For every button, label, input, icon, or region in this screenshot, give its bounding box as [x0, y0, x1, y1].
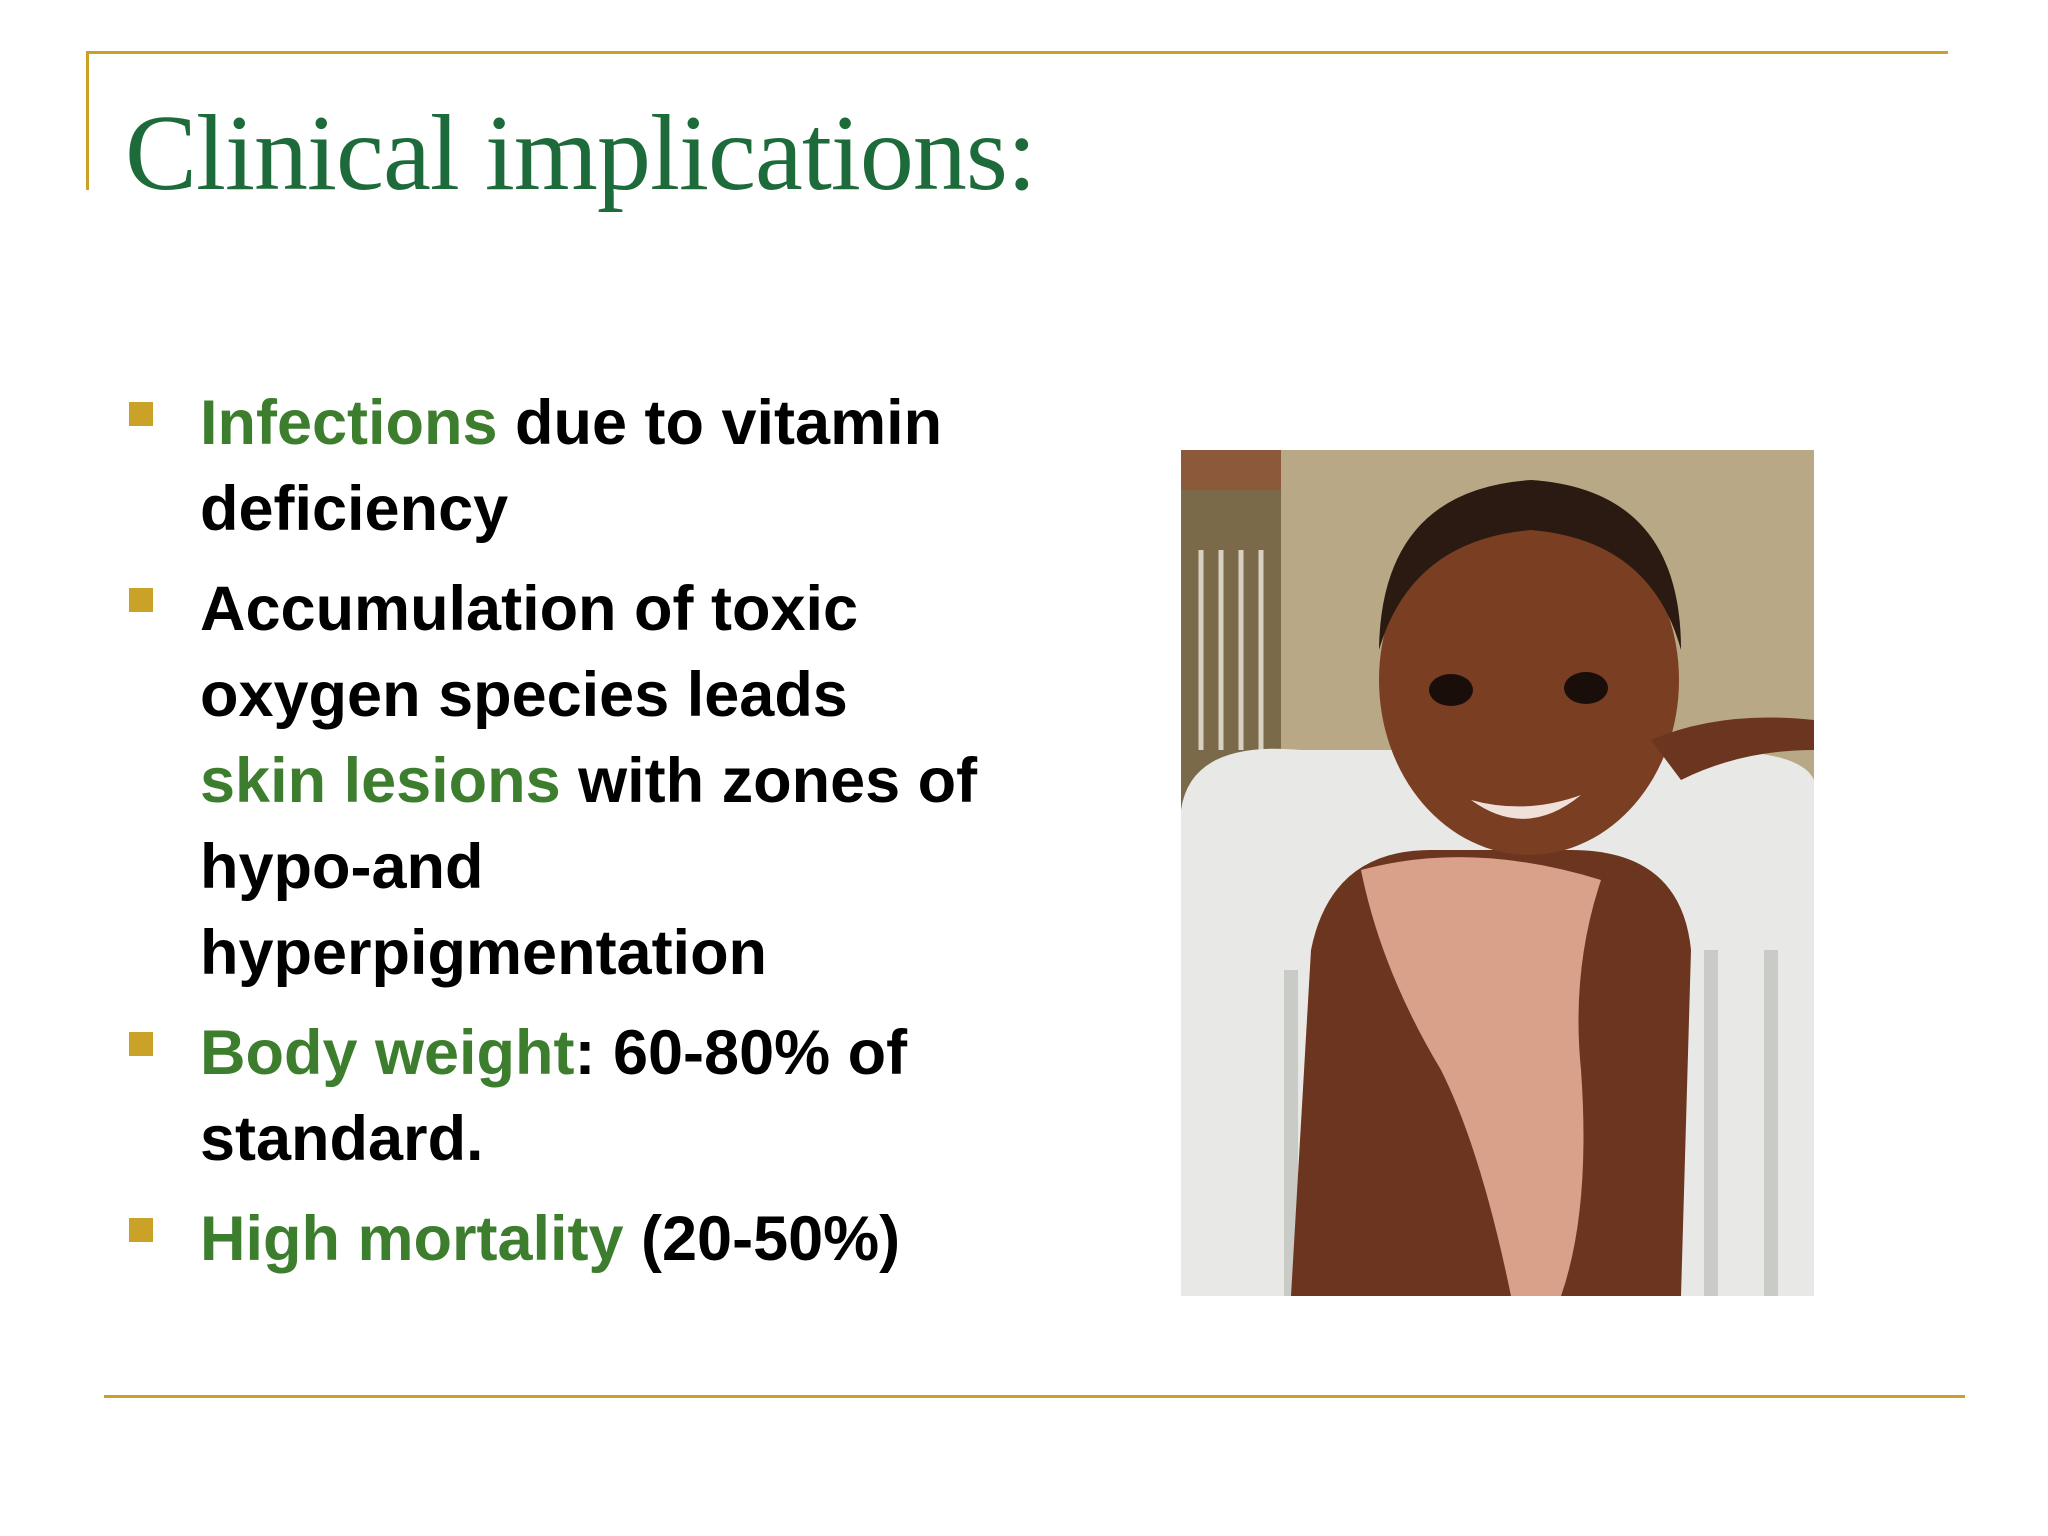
- text-run: skin lesions: [200, 746, 561, 816]
- text-run: High mortality: [200, 1204, 624, 1274]
- left-rule: [86, 51, 89, 190]
- bullet-marker: [129, 1032, 153, 1056]
- photo: [1181, 450, 1814, 1296]
- bullet-text: High mortality (20-50%): [200, 1196, 990, 1282]
- bullet-item: Accumulation of toxic oxygen species lea…: [120, 566, 1000, 996]
- bullet-text: Body weight: 60-80% of standard.: [200, 1010, 990, 1182]
- bullet-text: Infections due to vitamin deficiency: [200, 380, 990, 552]
- slide-title: Clinical implications:: [125, 94, 1037, 213]
- bullet-item: Infections due to vitamin deficiency: [120, 380, 1000, 552]
- bullet-item: Body weight: 60-80% of standard.: [120, 1010, 1000, 1182]
- bullet-marker: [129, 1218, 153, 1242]
- bullet-list: Infections due to vitamin deficiency Accu…: [120, 380, 1000, 1296]
- top-rule: [87, 51, 1948, 54]
- bullet-text: Accumulation of toxic oxygen species lea…: [200, 566, 990, 996]
- text-run: Accumulation of toxic oxygen species lea…: [200, 574, 859, 730]
- bottom-rule: [104, 1395, 1965, 1398]
- bullet-marker: [129, 588, 153, 612]
- bullet-item: High mortality (20-50%): [120, 1196, 1000, 1282]
- text-run: due to vitamin deficiency: [200, 388, 943, 544]
- text-run: (20-50%): [623, 1204, 901, 1274]
- bullet-marker: [129, 402, 153, 426]
- text-run: with zones of hypo-and hyperpigmentation: [200, 746, 978, 988]
- text-run: Infections: [200, 388, 498, 458]
- text-run: : 60-80% of standard.: [200, 1018, 908, 1174]
- text-run: Body weight: [200, 1018, 575, 1088]
